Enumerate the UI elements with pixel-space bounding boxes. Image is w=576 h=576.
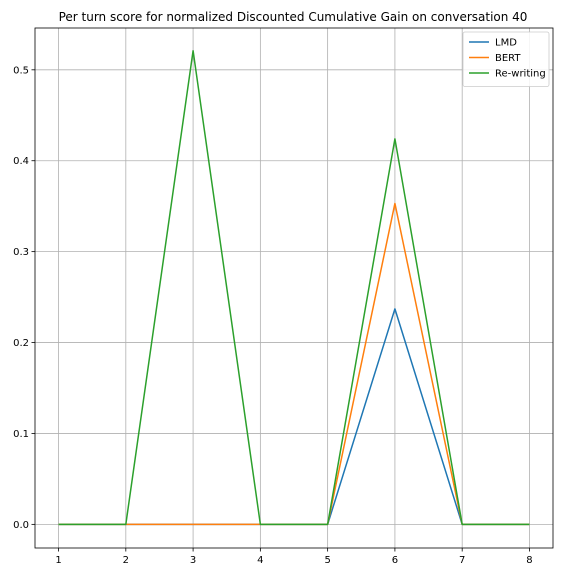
x-tick-label: 2	[123, 555, 129, 566]
x-tick-label: 1	[55, 555, 61, 566]
series-lines	[58, 49, 530, 526]
chart-title: Per turn score for normalized Discounted…	[59, 10, 528, 24]
y-tick-label: 0.1	[13, 429, 29, 440]
x-tick-label: 3	[190, 555, 196, 566]
y-tick-label: 0.2	[13, 338, 29, 349]
axis-ticks: 1 2 3 4 5 6 7 8 0.0 0.1 0.2 0.3 0.4 0.5	[13, 65, 533, 566]
legend: LMD BERT Re-writing	[462, 31, 550, 87]
y-tick-label: 0.4	[13, 156, 29, 167]
x-tick-label: 8	[526, 555, 532, 566]
x-tick-label: 6	[392, 555, 398, 566]
series-line-re-writing	[58, 49, 530, 526]
legend-label-lmd: LMD	[495, 38, 517, 49]
plot-area-frame	[34, 27, 554, 549]
x-tick-label: 5	[324, 555, 330, 566]
y-tick-label: 0.5	[13, 65, 29, 76]
legend-label-bert: BERT	[495, 53, 521, 64]
y-tick-label: 0.3	[13, 247, 29, 258]
x-tick-label: 7	[459, 555, 465, 566]
y-tick-label: 0.0	[13, 520, 29, 531]
legend-label-re-writing: Re-writing	[495, 69, 546, 80]
x-tick-label: 4	[257, 555, 263, 566]
